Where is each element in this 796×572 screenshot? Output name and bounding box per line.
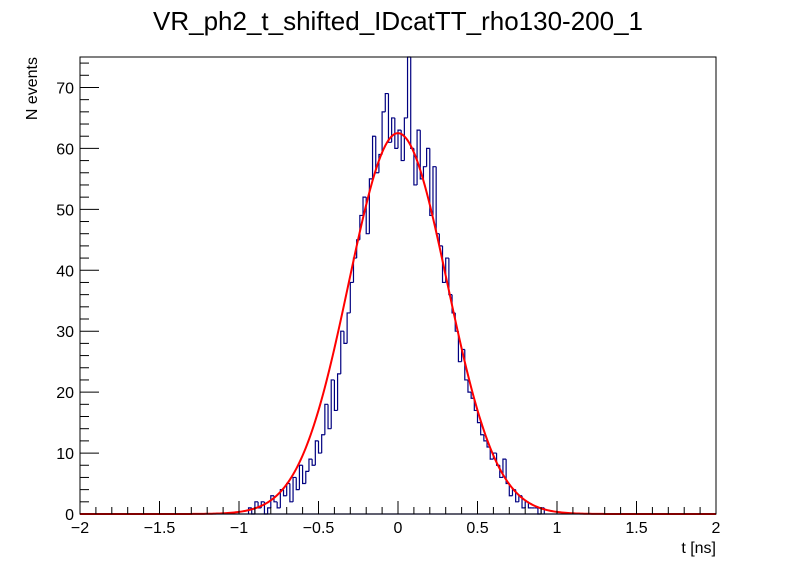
histogram-bin xyxy=(426,147,430,167)
chart-title: VR_ph2_t_shifted_IDcatTT_rho130-200_1 xyxy=(153,6,643,36)
x-tick-label: −1 xyxy=(230,520,248,537)
histogram-bin xyxy=(416,129,421,185)
histogram-bin xyxy=(327,404,332,430)
x-tick-label: 1.5 xyxy=(625,520,647,537)
histogram-bin xyxy=(435,166,440,235)
histogram-bin xyxy=(336,373,341,411)
y-tick-label: 50 xyxy=(56,202,74,219)
data-layer xyxy=(80,56,716,515)
histogram-bin xyxy=(410,57,414,149)
histogram-bin xyxy=(276,501,281,509)
histogram-bin xyxy=(483,434,488,442)
histogram-bin xyxy=(515,489,519,503)
histogram-bin xyxy=(349,281,354,313)
y-axis-title: N events xyxy=(24,57,41,120)
histogram-bin xyxy=(343,331,348,344)
histogram-bin xyxy=(381,111,386,155)
x-tick-label: −2 xyxy=(71,520,89,537)
histogram-bin xyxy=(387,93,392,143)
y-tick-label: 30 xyxy=(56,324,74,341)
histogram-bin xyxy=(413,148,418,186)
y-tick-label: 10 xyxy=(56,446,74,463)
x-axis-title: t [ns] xyxy=(681,540,716,557)
x-tick-label: 2 xyxy=(712,520,721,537)
histogram-bin xyxy=(391,117,395,143)
histogram-bin xyxy=(400,130,405,162)
histogram-bin xyxy=(308,458,313,472)
histogram-bin xyxy=(340,330,344,374)
x-tick-label: 0 xyxy=(394,520,403,537)
histogram-bin xyxy=(324,403,329,435)
histogram-bin xyxy=(292,476,297,502)
histogram-bin xyxy=(394,117,398,149)
histogram-bin xyxy=(317,440,322,454)
histogram-bin xyxy=(267,507,271,514)
x-tick-label: 0.5 xyxy=(466,520,488,537)
plot-frame xyxy=(79,56,717,515)
histogram-bin xyxy=(302,465,306,485)
y-tick-label: 70 xyxy=(56,80,74,97)
histogram-bin xyxy=(371,135,376,179)
x-tick-label: 1 xyxy=(553,520,562,537)
y-tick-label: 20 xyxy=(56,385,74,402)
y-tick-label: 0 xyxy=(65,507,74,524)
histogram-bin xyxy=(422,166,427,179)
histogram-bin xyxy=(346,312,351,344)
histogram-bin xyxy=(480,422,484,436)
histogram-bin xyxy=(247,507,252,514)
histogram-bin xyxy=(397,129,402,149)
histogram-bin xyxy=(521,495,526,509)
x-tick-label: −1.5 xyxy=(144,520,176,537)
histogram-bin xyxy=(289,483,294,503)
histogram-bin xyxy=(508,483,513,497)
y-tick-label: 40 xyxy=(56,263,74,280)
y-tick-label: 60 xyxy=(56,141,74,158)
histogram-bin xyxy=(368,178,373,234)
histogram-bin xyxy=(432,166,437,216)
histogram-bin xyxy=(321,434,325,454)
histogram-bin xyxy=(502,458,507,478)
histogram-bin xyxy=(333,379,338,412)
histogram-bin xyxy=(365,197,370,235)
histogram-bin xyxy=(489,446,494,460)
histogram-bin xyxy=(305,470,309,484)
histogram-bin xyxy=(457,331,462,363)
x-tick-label: −0.5 xyxy=(303,520,335,537)
histogram-bin xyxy=(403,117,408,161)
histogram-bin xyxy=(270,495,274,508)
histogram-bin xyxy=(527,501,532,509)
histogram-bin xyxy=(282,489,287,497)
gaussian-fit-curve xyxy=(80,132,716,515)
histogram-bin xyxy=(298,464,303,490)
histogram-bin xyxy=(476,410,481,424)
histogram-bin xyxy=(311,459,316,466)
histogram-bin xyxy=(295,477,300,491)
histogram-bin xyxy=(384,92,389,112)
histogram-bin xyxy=(314,440,319,466)
histogram-bin xyxy=(362,196,367,216)
histogram-bin xyxy=(330,379,335,429)
histogram-bin xyxy=(467,379,472,393)
